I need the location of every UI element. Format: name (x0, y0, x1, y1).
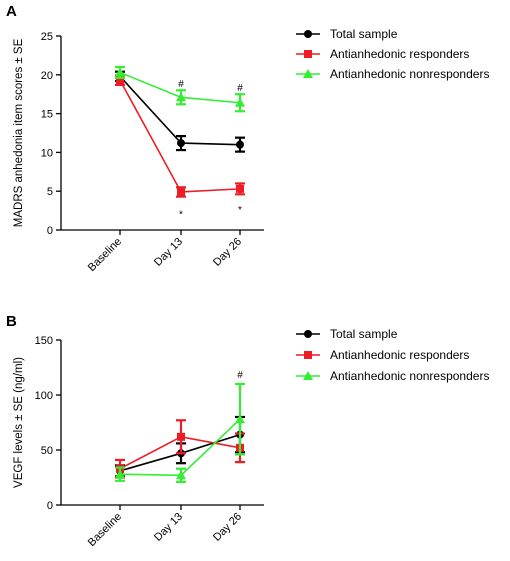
panel-a-data-point (176, 92, 186, 102)
panel-b-legend-marker (303, 371, 313, 380)
panel-a-x-tick-label-day-26: Day 26 (211, 236, 244, 269)
panel-b-x-tick-label-day-26: Day 26 (211, 511, 244, 544)
panel-b-y-tick-label: 0 (47, 500, 53, 512)
panel-a-significance-mark: * (238, 205, 242, 216)
panel-a-data-point (115, 67, 125, 77)
panel-b-data-point (176, 470, 186, 480)
panel-a-significance-mark: * (179, 209, 183, 220)
panel-b-label: B (6, 313, 17, 330)
panel-a-y-tick-label: 0 (47, 225, 53, 237)
panel-a-y-tick-label: 10 (41, 147, 53, 159)
panel-a-x-tick-label-baseline: Baseline (86, 236, 124, 274)
panel-b-y-tick-label: 150 (35, 335, 53, 347)
panel-b-data-point (177, 432, 185, 441)
panel-a-data-point (236, 140, 244, 149)
panel-a-y-tick-label: 15 (41, 109, 53, 121)
panel-a-data-point (177, 139, 185, 148)
panel-b-legend-label-antianhedonic-nonresponders: Antianhedonic nonresponders (330, 369, 489, 383)
panel-a-legend: Total sample Antianhedonic responders Anti… (296, 27, 489, 81)
panel-a-legend-label-antianhedonic-responders: Antianhedonic responders (330, 47, 469, 61)
panel-b-data-point (235, 414, 245, 424)
panel-a-data-point (235, 97, 245, 107)
panel-a-data-point (177, 187, 185, 196)
panel-b-data-point (115, 469, 125, 479)
panel-a-legend-label-total-sample: Total sample (330, 27, 398, 41)
panel-a-y-tick-label: 5 (47, 186, 53, 198)
panel-a-data-point (116, 76, 124, 85)
panel-b-legend-label-antianhedonic-responders: Antianhedonic responders (330, 348, 469, 362)
panel-b-legend-label-total-sample: Total sample (330, 327, 398, 341)
panel-a-legend-marker (304, 50, 312, 58)
panel-b-x-tick-label-baseline: Baseline (86, 511, 124, 549)
panel-a-legend-label-antianhedonic-nonresponders: Antianhedonic nonresponders (330, 67, 489, 81)
panel-a-significance-mark: # (237, 83, 243, 94)
panel-b-significance-mark: # (237, 370, 243, 381)
panel-a-x-tick-label-day-13: Day 13 (152, 236, 185, 269)
panel-a-series-antianhedonic-nonresponders (115, 65, 245, 113)
panel-a-axes (56, 35, 264, 231)
panel-a-chart: A 0 5 10 15 20 25 MADRS anhedonia item scores ±… (6, 3, 489, 274)
panel-b-legend-marker (304, 351, 312, 359)
panel-b-y-axis-label: VEGF levels ± SE (ng/ml) (13, 357, 25, 488)
panel-b-axes (56, 339, 264, 506)
panel-a-y-tick-label: 20 (41, 70, 53, 82)
panel-a-significance-mark: # (178, 79, 184, 90)
panel-b-series-antianhedonic-nonresponders (115, 382, 245, 483)
panel-b-chart: B 0 50 100 150 VEGF levels ± SE (ng/ml) Baseli… (6, 313, 489, 549)
panel-a-legend-marker (303, 69, 313, 78)
panel-b-y-tick-label: 50 (41, 445, 53, 457)
panel-b-y-tick-label: 100 (35, 390, 53, 402)
panel-a-label: A (6, 3, 17, 20)
panel-a-data-point (236, 184, 244, 193)
panel-b-legend: Total sample Antianhedonic responders Anti… (296, 327, 489, 383)
panel-b-legend-marker (304, 330, 312, 338)
panel-a-y-tick-label: 25 (41, 31, 53, 43)
panel-a-legend-marker (304, 30, 312, 38)
panel-b-x-tick-label-day-13: Day 13 (152, 511, 185, 544)
panel-a-y-axis-label: MADRS anhedonia item scores ± SE (13, 38, 25, 227)
